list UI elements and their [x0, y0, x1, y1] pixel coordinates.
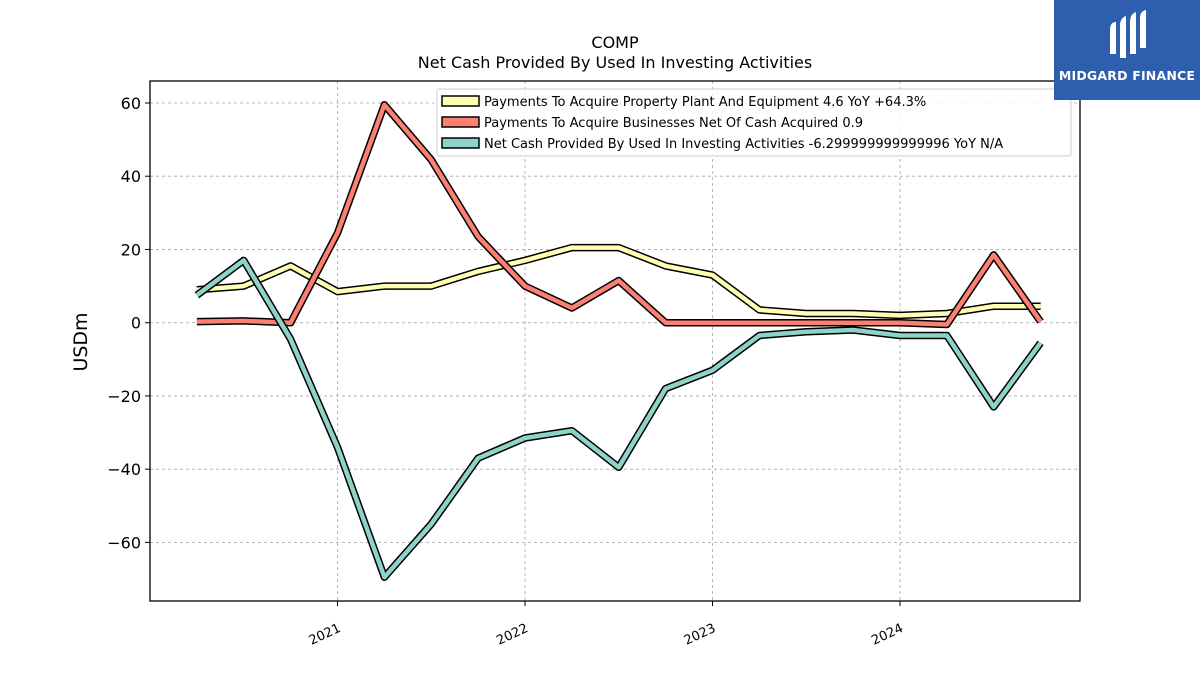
- brand-logo: MIDGARD FINANCE: [1054, 0, 1200, 100]
- legend: Payments To Acquire Property Plant And E…: [436, 88, 1072, 157]
- y-tick-label: 20: [121, 240, 141, 259]
- brand-mark-icon: [1110, 10, 1146, 58]
- chart-title: COMP: [591, 33, 639, 52]
- series-line: [196, 102, 1043, 327]
- x-tick-label: 2022: [494, 621, 530, 649]
- y-tick-label: 60: [121, 94, 141, 113]
- legend-swatch: [441, 137, 480, 149]
- chart-subtitle: Net Cash Provided By Used In Investing A…: [418, 53, 812, 72]
- legend-label: Payments To Acquire Businesses Net Of Ca…: [484, 116, 863, 131]
- y-tick-label: 0: [131, 314, 141, 333]
- legend-swatch: [441, 116, 480, 128]
- brand-name: MIDGARD FINANCE: [1058, 68, 1196, 83]
- x-tick-label: 2023: [682, 621, 718, 649]
- y-tick-label: 40: [121, 167, 141, 186]
- y-tick-label: −20: [107, 387, 141, 406]
- y-axis-label: USDm: [70, 312, 92, 371]
- series-layer: [194, 101, 1044, 581]
- y-tick-label: −40: [107, 460, 141, 479]
- axes: 60 40 20 0 −20 −40 −60 2021 2022 2023 2024: [107, 94, 905, 649]
- x-tick-label: 2024: [869, 621, 905, 649]
- legend-label: Net Cash Provided By Used In Investing A…: [484, 137, 1003, 152]
- series-line: [196, 245, 1041, 318]
- legend-box: [436, 88, 1072, 157]
- legend-label: Payments To Acquire Property Plant And E…: [484, 95, 926, 110]
- x-tick-label: 2021: [307, 621, 343, 649]
- y-tick-label: −60: [107, 533, 141, 552]
- series-line: [195, 258, 1043, 580]
- legend-swatch: [441, 95, 480, 107]
- plot-frame: [149, 80, 1081, 602]
